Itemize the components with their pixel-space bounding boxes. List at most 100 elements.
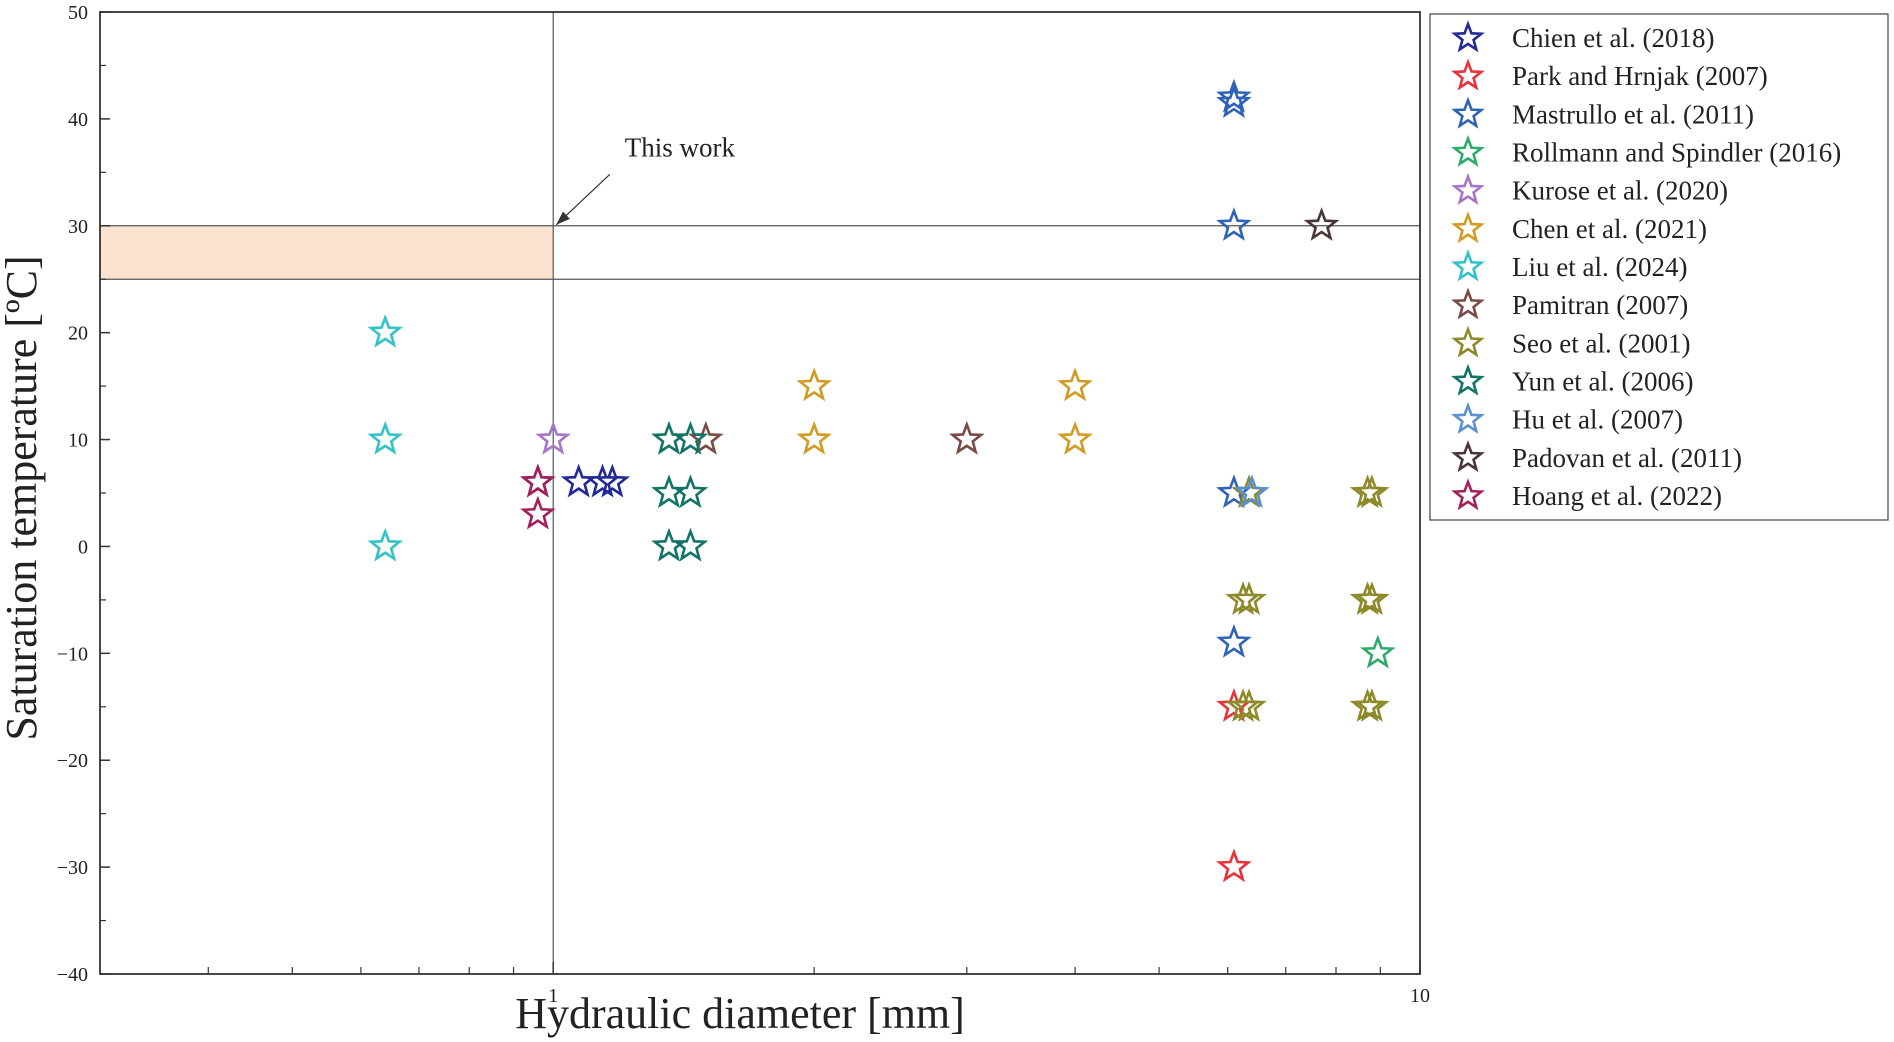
legend-marker <box>1451 478 1485 511</box>
legend-marker <box>1451 287 1485 320</box>
y-axis-title: Saturation temperature [ºC] <box>0 255 46 740</box>
data-point <box>1216 84 1252 118</box>
legend-marker <box>1451 211 1485 244</box>
legend-label: Park and Hrnjak (2007) <box>1512 61 1768 91</box>
data-point <box>367 420 404 455</box>
legend-marker <box>1451 172 1485 206</box>
data-point <box>520 463 556 498</box>
legend-label: Padovan et al. (2011) <box>1512 443 1742 473</box>
legend-entry: Park and Hrnjak (2007) <box>1451 58 1768 91</box>
legend-label: Yun et al. (2006) <box>1512 366 1693 396</box>
data-point <box>1216 78 1252 113</box>
legend-entry: Liu et al. (2024) <box>1451 249 1687 282</box>
data-point <box>594 463 631 498</box>
series-8 <box>1225 474 1390 722</box>
data-point <box>1303 207 1340 241</box>
data-point <box>1360 634 1396 669</box>
y-tick-label: 50 <box>68 2 88 24</box>
legend-marker <box>1451 134 1485 167</box>
reference-lines-layer <box>100 12 1420 974</box>
legend-entry: Kurose et al. (2020) <box>1451 172 1728 206</box>
data-point <box>520 495 556 530</box>
legend-marker <box>1451 440 1485 473</box>
data-points-layer <box>367 78 1396 883</box>
data-point <box>367 313 404 348</box>
y-tick-label: −10 <box>57 643 88 665</box>
legend-entry: Hoang et al. (2022) <box>1451 478 1722 511</box>
annotation-layer: This work <box>555 132 736 226</box>
data-point <box>1057 420 1093 455</box>
legend-marker <box>1451 249 1485 282</box>
data-point <box>1216 623 1252 658</box>
y-tick-label: −20 <box>57 750 88 772</box>
series-6 <box>367 313 404 562</box>
data-point <box>1354 688 1390 722</box>
data-point <box>948 420 985 455</box>
y-tick-label: 10 <box>68 430 88 452</box>
data-point <box>672 474 709 509</box>
x-tick-label: 1 <box>548 985 558 1007</box>
legend-entry: Pamitran (2007) <box>1451 287 1688 320</box>
legend-label: Mastrullo et al. (2011) <box>1512 99 1754 129</box>
series-12 <box>520 463 556 530</box>
legend-marker <box>1451 325 1485 358</box>
series-3 <box>1360 634 1396 669</box>
data-point <box>1225 581 1261 616</box>
legend-label: Hoang et al. (2022) <box>1512 481 1722 511</box>
annotation-arrow-head <box>556 211 570 225</box>
legend-label: Chien et al. (2018) <box>1512 23 1714 53</box>
data-point <box>796 420 832 455</box>
series-9 <box>651 420 709 562</box>
legend-marker <box>1451 58 1485 91</box>
series-11 <box>1303 207 1340 241</box>
plot-frame <box>99 11 1421 975</box>
legend-marker <box>1451 20 1485 53</box>
legend-entry: Seo et al. (2001) <box>1451 325 1690 358</box>
y-tick-label: 40 <box>68 109 88 131</box>
highlight-band <box>100 225 554 280</box>
legend-marker <box>1451 96 1485 129</box>
data-point <box>796 367 832 402</box>
x-axis-title: Hydraulic diameter [mm] <box>515 989 965 1038</box>
legend: Chien et al. (2018) Park and Hrnjak (2007… <box>1429 13 1889 521</box>
data-point <box>1225 688 1261 722</box>
legend-entry: Yun et al. (2006) <box>1451 363 1693 396</box>
legend-entry: Hu et al. (2007) <box>1451 401 1683 435</box>
annotation-this-work: This work <box>625 132 736 162</box>
legend-entry: Chien et al. (2018) <box>1451 20 1714 53</box>
legend-label: Pamitran (2007) <box>1512 290 1688 320</box>
y-tick-label: −40 <box>57 964 88 986</box>
data-point <box>1057 367 1093 402</box>
legend-label: Kurose et al. (2020) <box>1512 176 1728 206</box>
data-point <box>672 420 709 455</box>
highlight-band-layer <box>100 225 554 280</box>
data-point <box>584 463 621 498</box>
legend-label: Hu et al. (2007) <box>1512 405 1683 435</box>
data-point <box>1234 474 1270 509</box>
y-tick-label: −30 <box>57 857 88 879</box>
legend-entry: Rollmann and Spindler (2016) <box>1451 134 1841 168</box>
y-tick-label: 20 <box>68 323 88 345</box>
legend-frame <box>1429 13 1889 521</box>
legend-label: Liu et al. (2024) <box>1512 252 1687 282</box>
series-2 <box>1216 78 1252 658</box>
series-5 <box>796 367 1093 455</box>
y-tick-label: 30 <box>68 216 88 238</box>
series-7 <box>688 420 985 455</box>
data-point <box>672 527 709 562</box>
series-10 <box>1234 474 1270 509</box>
data-point <box>1216 848 1252 883</box>
legend-entry: Chen et al. (2021) <box>1451 211 1707 244</box>
legend-marker <box>1451 363 1485 396</box>
data-point <box>1354 474 1390 509</box>
legend-label: Chen et al. (2021) <box>1512 214 1707 244</box>
legend-entry: Padovan et al. (2011) <box>1451 440 1742 473</box>
data-point <box>560 463 597 498</box>
data-point <box>1354 581 1390 616</box>
series-4 <box>535 420 572 455</box>
y-tick-label: 0 <box>78 536 88 558</box>
legend-marker <box>1451 401 1485 434</box>
legend-label: Seo et al. (2001) <box>1512 328 1690 358</box>
legend-entry: Mastrullo et al. (2011) <box>1451 96 1754 129</box>
